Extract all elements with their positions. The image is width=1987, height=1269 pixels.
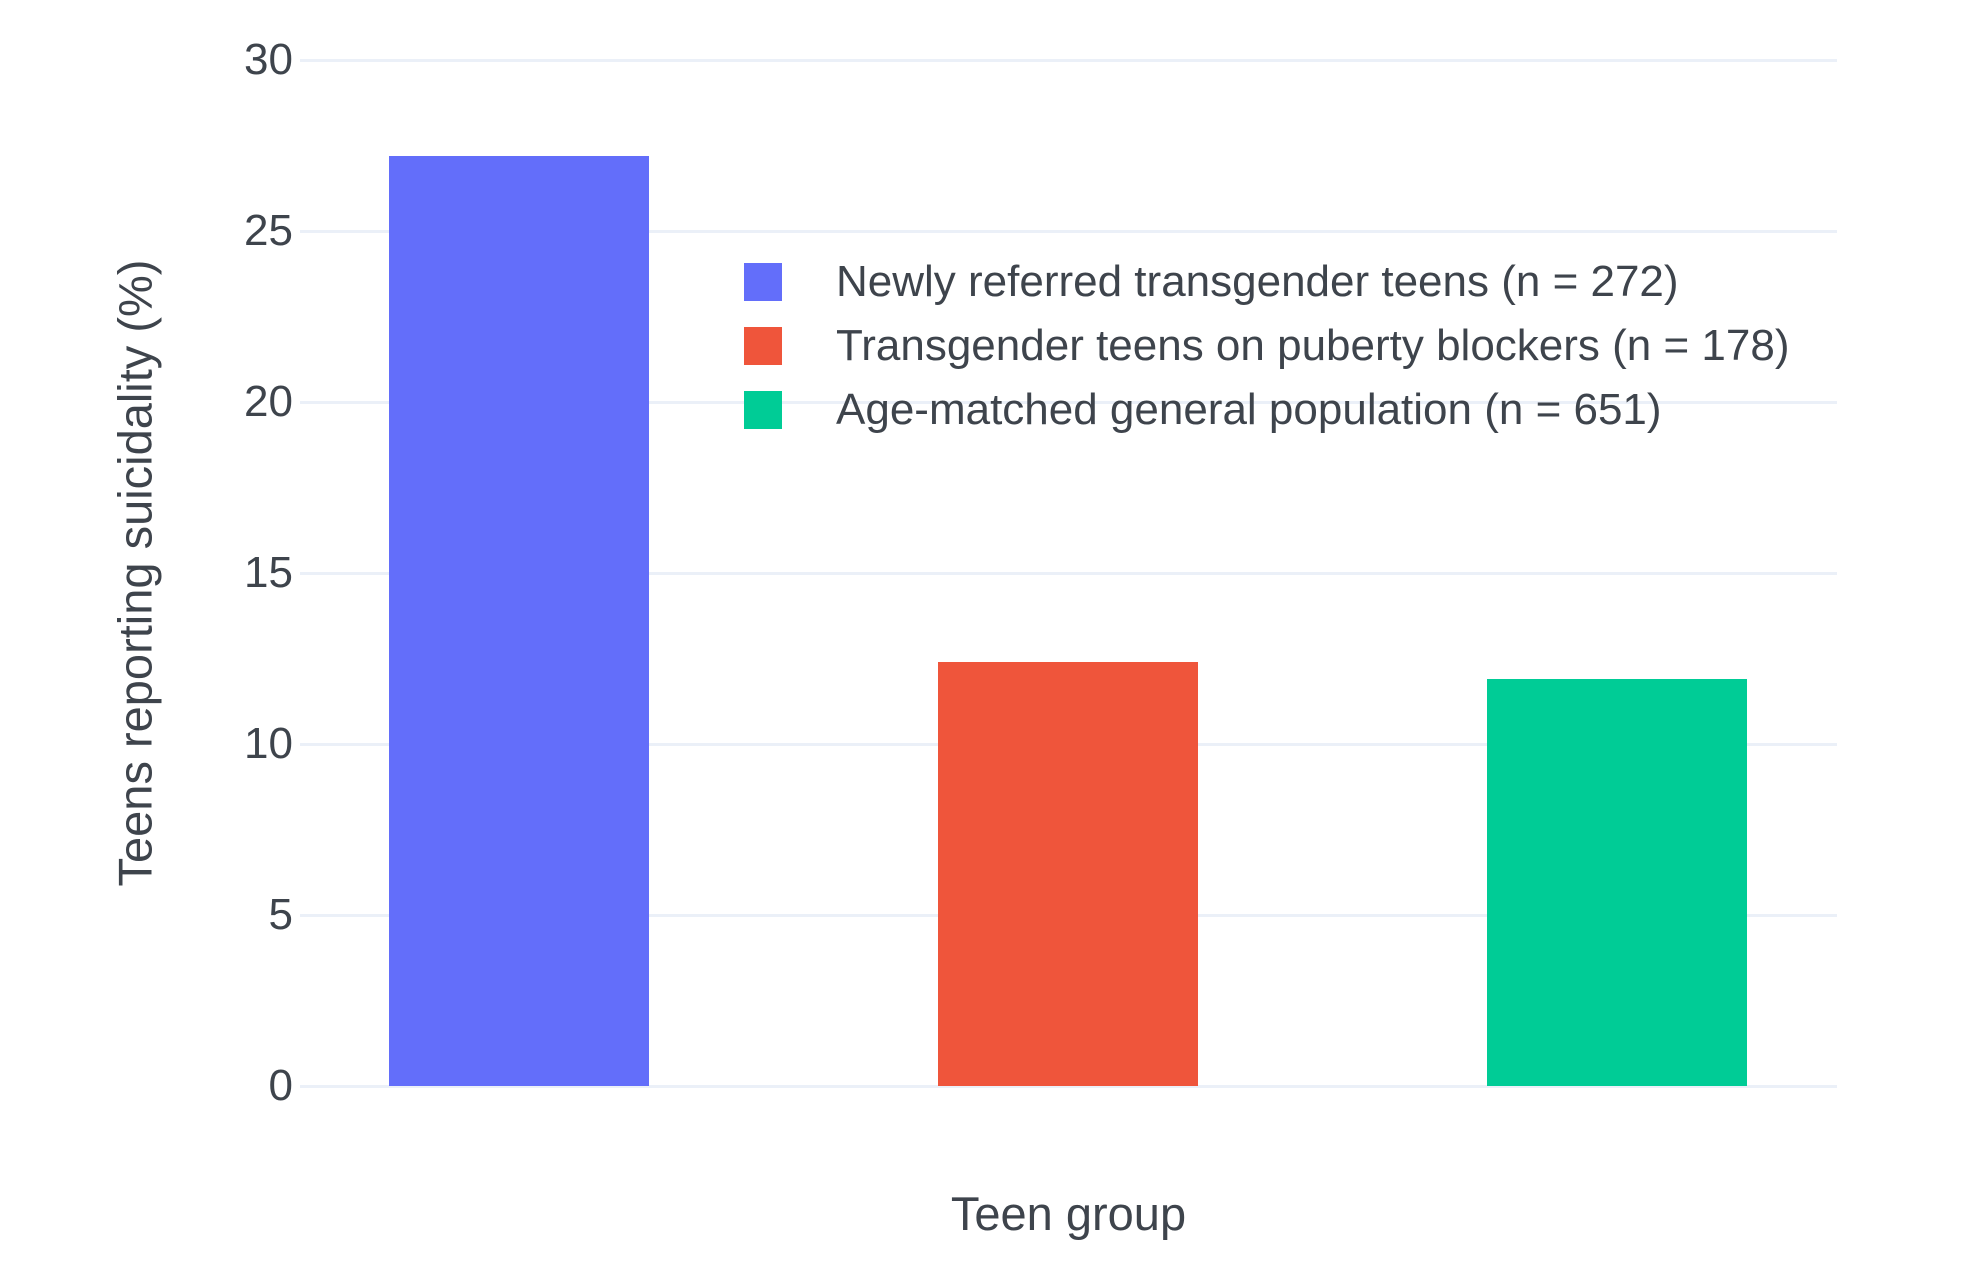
y-tick-label-5: 5 [268, 890, 293, 939]
gridline-y-25 [300, 229, 1837, 233]
legend-label: Age-matched general population (n = 651) [836, 385, 1662, 434]
gridline-y-30 [300, 58, 1837, 62]
gridline-y-20 [300, 400, 1837, 404]
y-tick-label-10: 10 [244, 719, 293, 768]
legend: Newly referred transgender teens (n = 27… [744, 257, 1790, 455]
x-axis-title: Teen group [950, 1187, 1187, 1240]
y-axis-title: Teens reporting suicidality (%) [108, 259, 162, 887]
bar-1[interactable] [389, 155, 649, 1086]
bar-2[interactable] [938, 661, 1198, 1086]
legend-swatch-icon [744, 263, 782, 301]
bar-3[interactable] [1487, 679, 1747, 1086]
gridline-y-0 [300, 1084, 1837, 1088]
y-tick-label-25: 25 [244, 206, 293, 255]
legend-swatch-icon [744, 327, 782, 365]
legend-item-3[interactable]: Age-matched general population (n = 651) [744, 385, 1789, 434]
legend-item-1[interactable]: Newly referred transgender teens (n = 27… [744, 257, 1789, 306]
y-tick-label-30: 30 [244, 35, 293, 84]
y-tick-label-20: 20 [244, 377, 293, 426]
legend-label: Transgender teens on puberty blockers (n… [836, 321, 1790, 370]
legend-label: Newly referred transgender teens (n = 27… [836, 257, 1679, 306]
gridline-y-15 [300, 571, 1837, 575]
legend-swatch-icon [744, 391, 782, 429]
legend-item-2[interactable]: Transgender teens on puberty blockers (n… [744, 321, 1790, 370]
y-tick-label-0: 0 [268, 1061, 293, 1110]
y-tick-label-15: 15 [244, 548, 293, 597]
